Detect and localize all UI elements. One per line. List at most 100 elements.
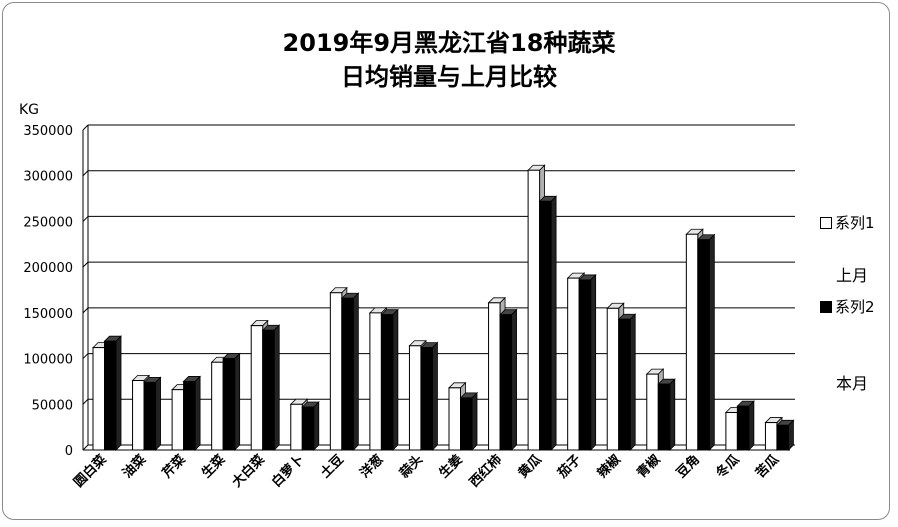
legend-label-series2: 系列2 [835,298,875,316]
y-tick-label: 300000 [23,170,73,185]
legend-item-series1: 系列1 [820,212,875,233]
y-tick-label: 250000 [23,215,73,230]
bar-series1 [290,403,303,451]
bar-series2 [262,329,275,451]
bar-series2 [578,279,592,451]
gridline-side [82,216,89,222]
bar-side-2 [748,400,755,451]
gridline-side [82,124,89,131]
chart-title: 2019年9月黑龙江省18种蔬菜 日均销量与上月比较 [0,26,898,94]
bar-series1 [250,325,264,451]
title-line-2: 日均销量与上月比较 [341,63,557,91]
bar-series1 [171,389,185,451]
bar-series1 [527,169,541,451]
bar-side-2 [194,375,201,451]
bar-side-2 [392,308,399,451]
bar-series1 [92,347,105,451]
x-tick-label: 洋葱 [357,452,387,482]
x-tick-label: 黄瓜 [515,452,545,482]
bar-series2 [183,380,196,451]
gridline-side [82,398,89,405]
bar-side-2 [471,391,478,451]
y-tick-label: 200000 [23,261,73,276]
x-tick-label: 青椒 [634,452,664,482]
x-tick-label: 生菜 [199,452,229,482]
legend-swatch-series2 [820,300,832,313]
bar-side-2 [273,324,280,451]
x-tick-label: 芹菜 [159,452,189,482]
gridline-side [82,170,89,177]
bar-series1 [329,292,343,451]
bar-series2 [657,383,671,451]
bar-side-2 [234,352,241,451]
bar-side-2 [788,419,794,451]
title-line-1: 2019年9月黑龙江省18种蔬菜 [282,29,616,57]
legend-label-series1: 系列1 [835,214,875,232]
bar-side-2 [590,273,597,451]
bar-series2 [618,318,631,451]
bar-side-2 [155,376,161,451]
bar-series1 [369,312,382,451]
bar-series2 [143,381,157,451]
x-tick-label: 白萝卜 [268,452,307,491]
bar-series1 [211,361,224,451]
x-tick-label: 茄子 [554,452,584,482]
x-tick-label: 西红柿 [466,452,505,491]
bar-series1 [567,277,580,451]
gridline-side [82,444,89,451]
bar-series2 [341,297,354,451]
side-note-this-month: 本月 [836,374,869,393]
x-tick-label: 辣椒 [594,452,624,482]
y-tick-label: 50000 [32,398,73,413]
x-tick-label: 蒜头 [396,452,426,482]
gridline-side [82,261,89,268]
bar-series1 [646,373,659,451]
bar-series2 [499,314,513,451]
bar-series2 [460,397,473,451]
x-tick-label: 生姜 [436,452,466,482]
x-tick-label: 冬瓜 [713,452,743,482]
x-tick-label: 圆白菜 [71,452,110,491]
x-tick-label: 大白菜 [229,452,268,491]
bar-series1 [764,422,778,451]
bar-series1 [488,302,501,451]
gridline-side [82,307,89,314]
bar-series2 [301,406,315,451]
bar-side-2 [432,341,438,451]
bar-series2 [380,314,394,451]
bar-side-2 [352,292,359,451]
bar-side-2 [708,233,715,451]
bar-series2 [539,200,552,451]
bar-side-2 [115,335,122,451]
bar-series2 [776,424,789,451]
bar-series2 [736,405,750,451]
bar-series1 [132,380,145,451]
legend-swatch-series1 [820,216,832,229]
gridline-side [82,353,89,359]
bar-series1 [408,345,422,451]
bar-side-2 [511,308,517,451]
bar-side-2 [629,313,636,451]
y-tick-label: 350000 [23,124,73,139]
bar-series2 [104,340,117,451]
bar-series1 [448,387,461,451]
x-tick-label: 土豆 [317,452,347,482]
x-tick-label: 油菜 [119,452,149,482]
y-axis-unit: KG [19,102,39,118]
y-tick-label: 0 [65,444,73,459]
bar-series1 [685,233,699,451]
side-note-last-month: 上月 [836,266,869,285]
bar-series2 [697,239,710,451]
bar-series2 [222,358,236,451]
bar-series1 [606,307,620,451]
y-tick-label: 100000 [23,353,73,368]
bar-series2 [420,347,433,451]
x-tick-label: 豆角 [673,452,703,482]
bar-series1 [725,412,738,451]
legend-item-series2: 系列2 [820,296,875,317]
bar-side-2 [669,378,676,451]
bar-side-2 [550,195,557,451]
y-tick-label: 150000 [23,307,73,322]
bar-side-2 [313,401,320,451]
